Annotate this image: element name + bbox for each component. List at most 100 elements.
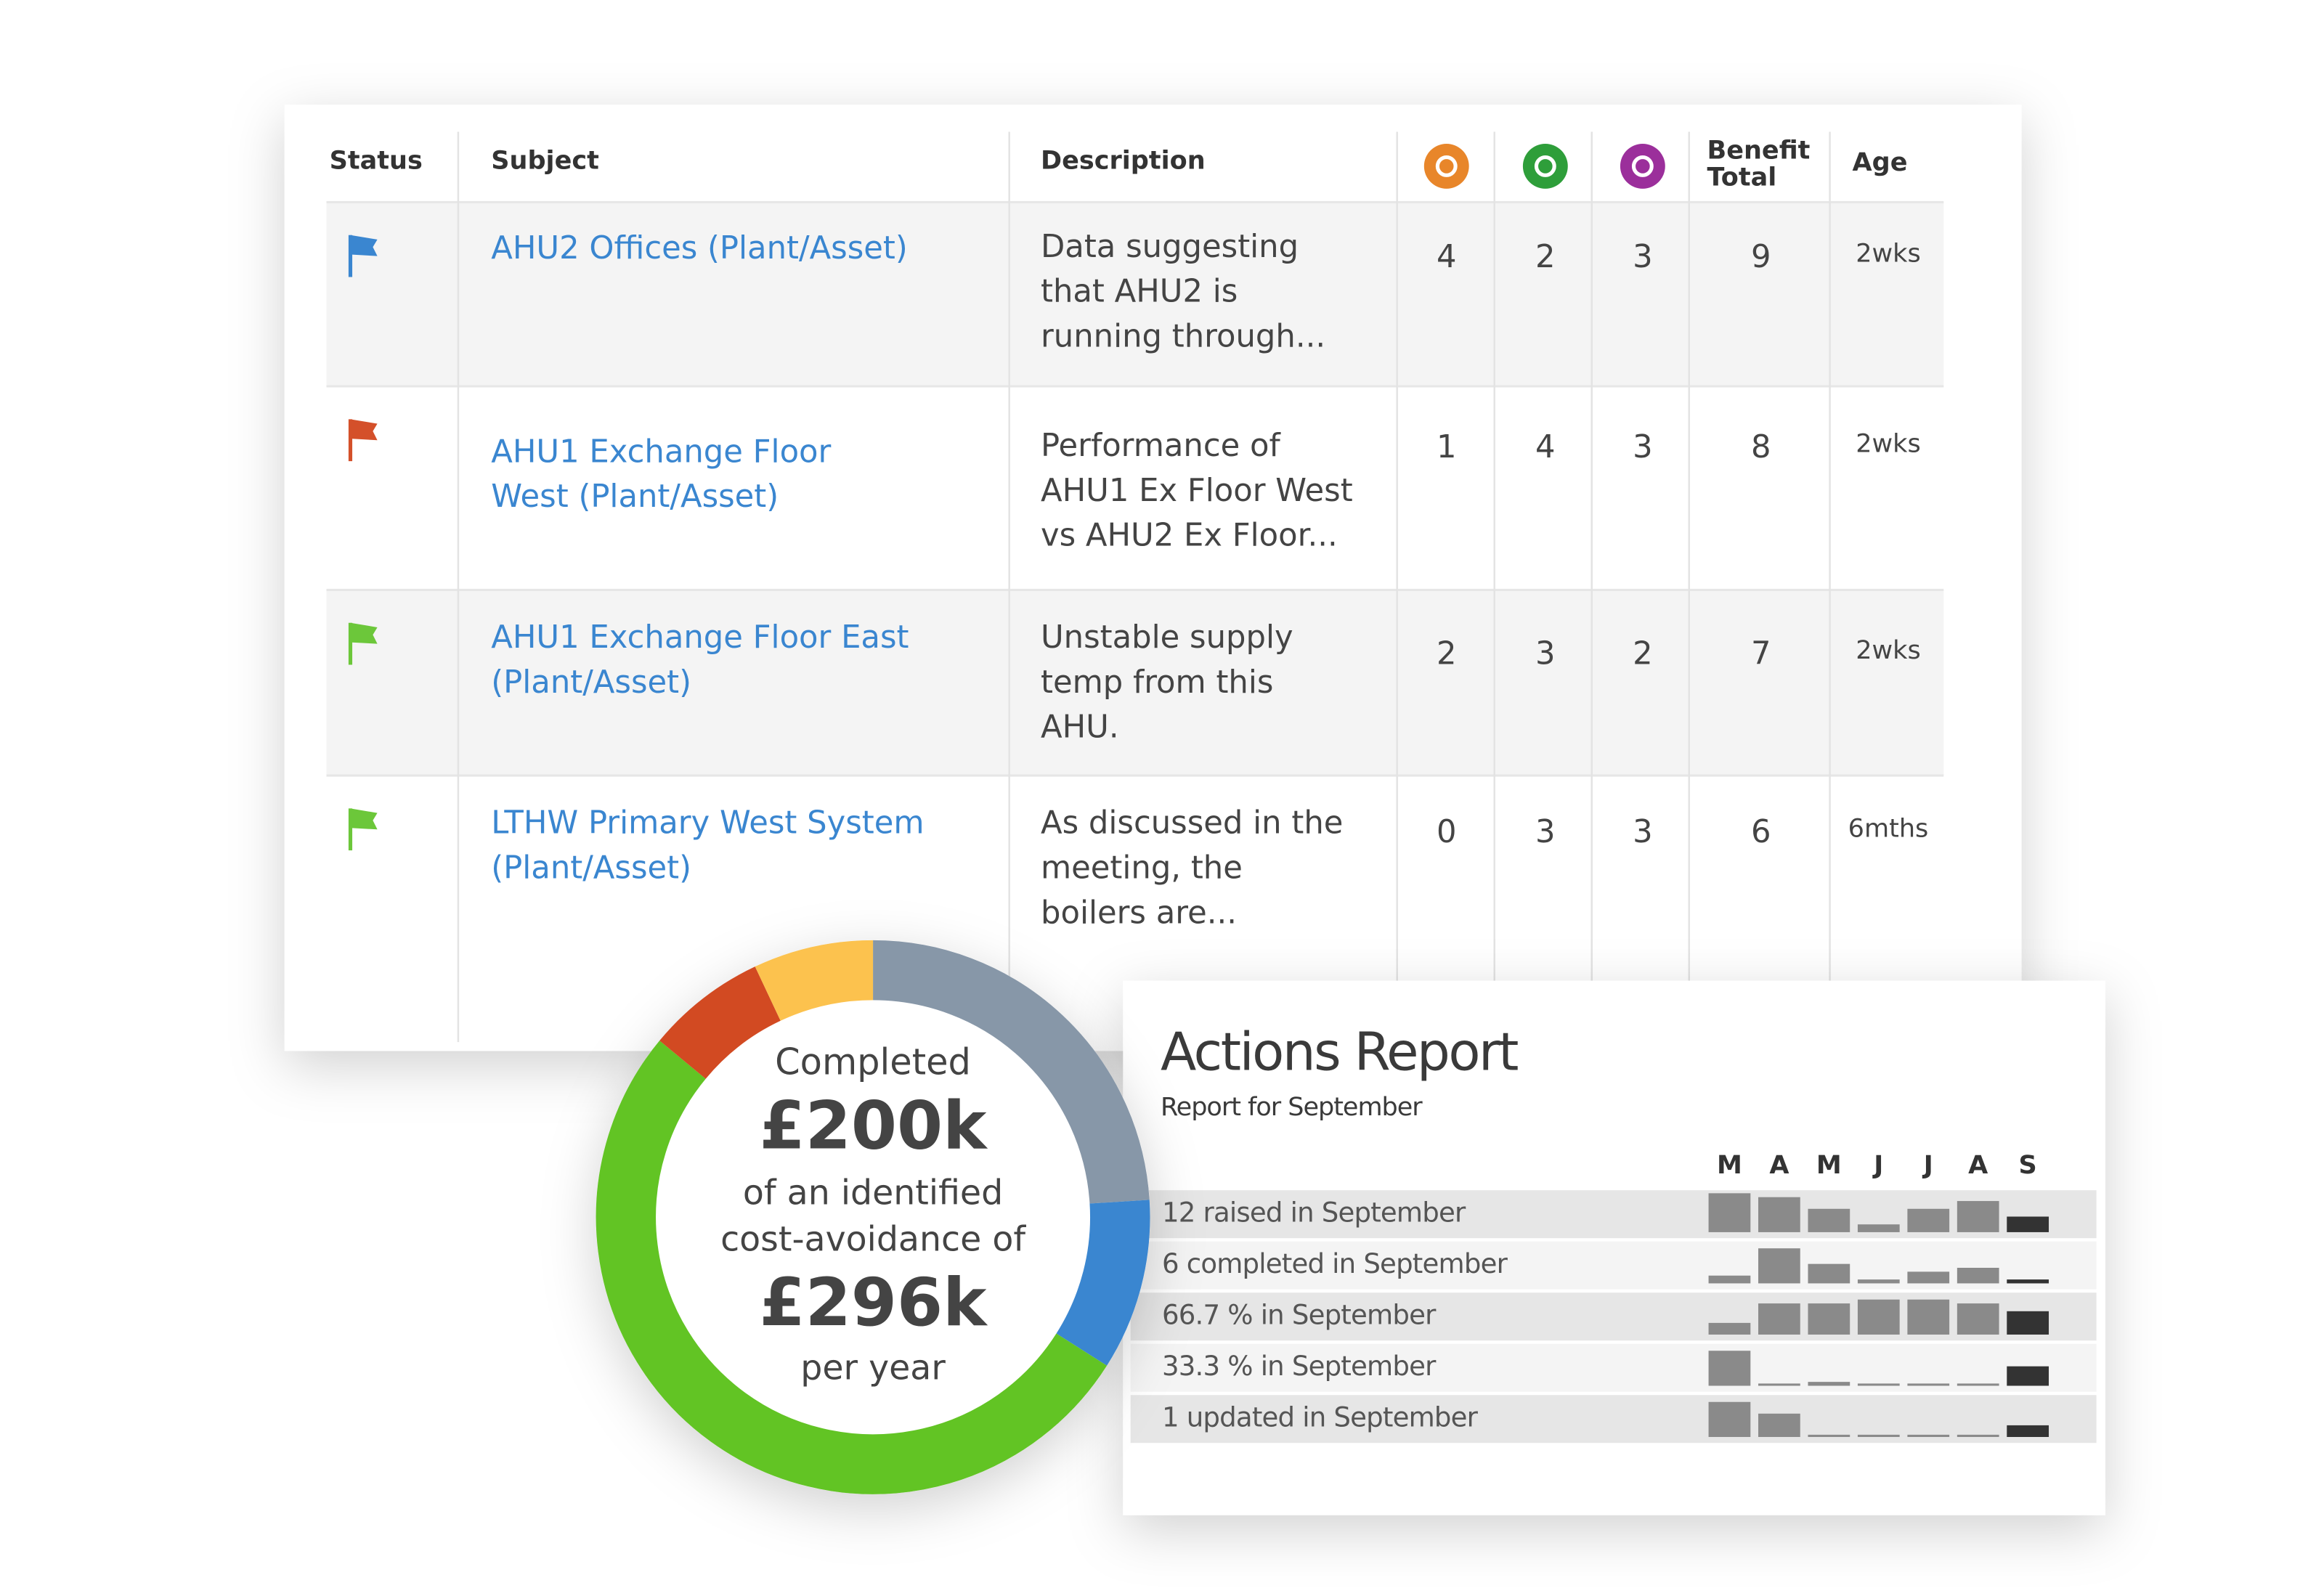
donut-segment <box>755 940 874 1022</box>
spark-bar <box>2007 1366 2049 1386</box>
score: 4 <box>1535 429 1556 465</box>
score-icon <box>1522 143 1568 189</box>
description-text: that AHU2 is <box>1041 274 1238 310</box>
subject-link: (Plant/Asset) <box>491 850 691 886</box>
spark-bar <box>1758 1413 1800 1437</box>
score-icon-glyph <box>1631 155 1654 177</box>
age: 2wks <box>1856 428 1921 458</box>
donut-text: £200k <box>760 1088 988 1165</box>
description-text: vs AHU2 Ex Floor... <box>1041 518 1338 554</box>
spark-bar <box>1808 1303 1850 1335</box>
spark-bar <box>2007 1425 2049 1437</box>
month-label: J <box>1872 1150 1883 1180</box>
spark-bar <box>2007 1216 2049 1232</box>
description-text: running through... <box>1041 319 1325 355</box>
donut-segment <box>596 1041 1108 1494</box>
subject-link: (Plant/Asset) <box>491 664 691 701</box>
spark-bar <box>1808 1263 1850 1284</box>
status-flag <box>350 808 378 830</box>
spark-bar <box>1708 1275 1751 1284</box>
month-label: S <box>2019 1150 2037 1180</box>
row-band <box>326 590 1944 776</box>
donut-text: of an identified <box>743 1173 1003 1213</box>
score: 2 <box>1535 239 1556 275</box>
month-label: J <box>1922 1150 1933 1180</box>
spark-bar <box>1857 1279 1900 1284</box>
header-status: Status <box>330 146 423 176</box>
donut-segment <box>659 966 781 1080</box>
subject-link: AHU1 Exchange Floor East <box>491 619 909 656</box>
benefit-total: 9 <box>1751 239 1771 275</box>
spark-bar <box>1907 1208 1950 1232</box>
header-benefit: Benefit <box>1707 135 1811 165</box>
spark-bar <box>1857 1224 1900 1232</box>
spark-bar <box>1708 1193 1751 1232</box>
month-label: M <box>1816 1150 1842 1180</box>
header-description: Description <box>1041 146 1206 176</box>
age: 6mths <box>1848 813 1929 843</box>
spark-bar <box>1758 1197 1800 1232</box>
month-label: A <box>1769 1150 1789 1180</box>
score: 3 <box>1633 239 1653 275</box>
spark-bar <box>1708 1322 1751 1335</box>
spark-bar <box>1808 1434 1850 1437</box>
spark-bar <box>1857 1434 1900 1437</box>
description-text: temp from this <box>1041 664 1273 701</box>
spark-bar <box>1708 1351 1751 1386</box>
report-row-label: 1 updated in September <box>1162 1402 1479 1433</box>
donut-text: Completed <box>775 1041 971 1083</box>
score: 3 <box>1633 814 1653 850</box>
spark-bar <box>1957 1434 1999 1437</box>
description-text: AHU. <box>1041 709 1119 746</box>
description-text: Unstable supply <box>1041 619 1293 656</box>
score: 3 <box>1535 636 1556 672</box>
subject-link: LTHW Primary West System <box>491 805 924 842</box>
spark-bar <box>1957 1383 1999 1386</box>
spark-bar <box>2007 1279 2049 1284</box>
spark-bar <box>1857 1299 1900 1335</box>
spark-bar <box>1758 1248 1800 1284</box>
spark-bar <box>1957 1268 1999 1284</box>
score: 3 <box>1633 429 1653 465</box>
description-text: AHU1 Ex Floor West <box>1041 473 1353 509</box>
score: 4 <box>1437 239 1457 275</box>
report-row-label: 12 raised in September <box>1162 1197 1466 1229</box>
benefit-total: 8 <box>1751 429 1771 465</box>
report-row-label: 66.7 % in September <box>1162 1300 1437 1331</box>
donut-text: £296k <box>760 1265 988 1341</box>
benefit-total: 7 <box>1751 636 1771 672</box>
month-label: A <box>1968 1150 1988 1180</box>
spark-bar <box>1808 1382 1850 1386</box>
report-row-label: 6 completed in September <box>1162 1248 1508 1279</box>
donut-segment <box>1056 1200 1150 1366</box>
score-icon <box>1423 143 1469 189</box>
spark-bar <box>1957 1303 1999 1335</box>
age: 2wks <box>1856 239 1921 269</box>
spark-bar <box>1907 1299 1950 1335</box>
donut-text: per year <box>800 1348 946 1388</box>
description-text: meeting, the <box>1041 850 1243 886</box>
report-subtitle: Report for September <box>1161 1092 1423 1122</box>
status-flag <box>350 419 378 441</box>
report-title: Actions Report <box>1161 1022 1518 1083</box>
row-band <box>326 202 1944 386</box>
spark-bar <box>1758 1383 1800 1386</box>
subject-link: West (Plant/Asset) <box>491 479 779 515</box>
score: 2 <box>1633 636 1653 672</box>
month-label: M <box>1717 1150 1742 1180</box>
description-text: Data suggesting <box>1041 229 1299 265</box>
header-age: Age <box>1853 147 1908 177</box>
age: 2wks <box>1856 635 1921 665</box>
status-flag <box>350 622 378 644</box>
spark-bar <box>1907 1383 1950 1386</box>
header-benefit: Total <box>1707 162 1777 192</box>
spark-bar <box>1808 1208 1850 1232</box>
subject-link: AHU1 Exchange Floor <box>491 433 831 470</box>
score: 2 <box>1437 636 1457 672</box>
spark-bar <box>1957 1201 1999 1232</box>
header-subject: Subject <box>491 146 599 176</box>
benefit-total: 6 <box>1751 814 1771 850</box>
report-row-label: 33.3 % in September <box>1162 1351 1437 1382</box>
spark-bar <box>1857 1383 1900 1386</box>
